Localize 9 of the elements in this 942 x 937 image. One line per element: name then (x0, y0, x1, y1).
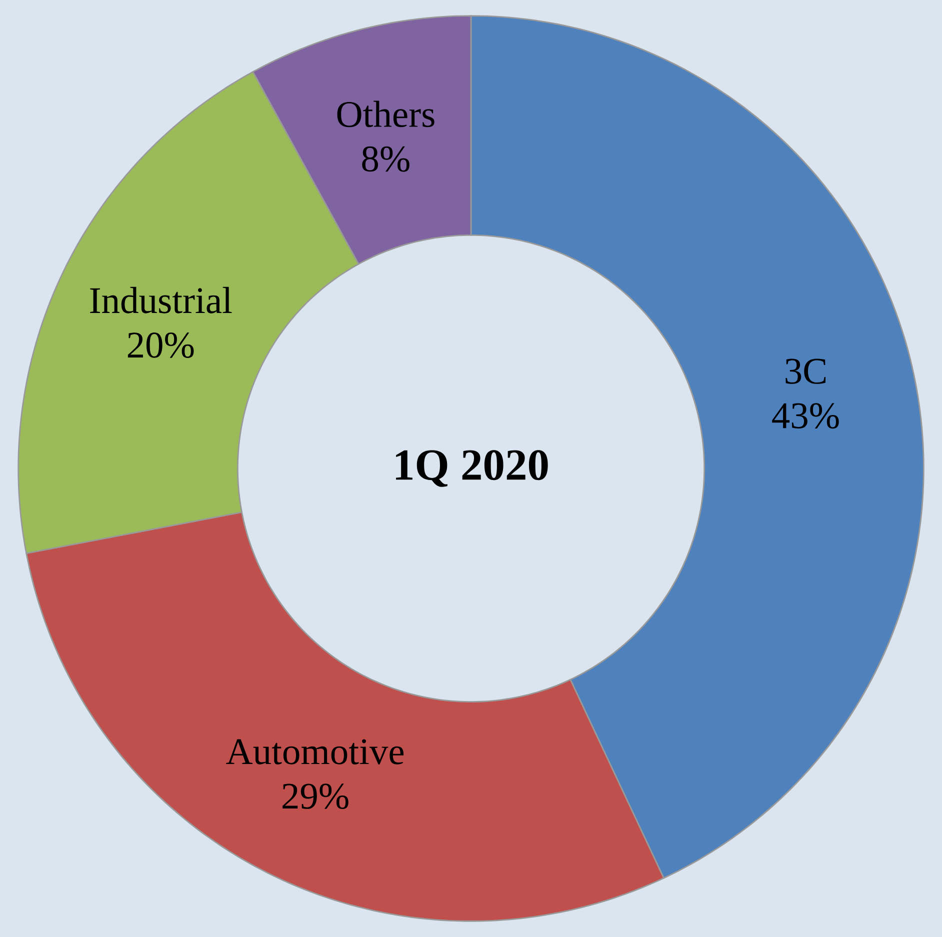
data-label: 43% (772, 403, 839, 429)
text: 1Q 2020 (396, 450, 548, 487)
slice-label: 3C (786, 358, 826, 384)
data-label: 8% (362, 146, 410, 172)
slice-label: Others (337, 100, 434, 128)
slice-label: Industrial (90, 286, 232, 314)
slice-label: Automotive (226, 739, 404, 764)
data-label: 29% (282, 784, 348, 809)
data-label: 20% (128, 332, 194, 358)
